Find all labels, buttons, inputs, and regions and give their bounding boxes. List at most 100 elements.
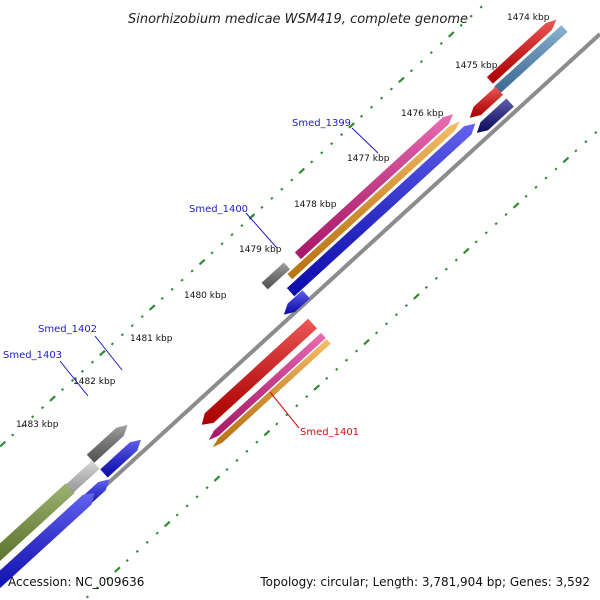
cds-feature-red-right[interactable] xyxy=(469,86,503,118)
gene-feature-navy[interactable] xyxy=(476,98,514,133)
tick-mark xyxy=(429,51,433,55)
tick-mark xyxy=(394,313,398,317)
tick-mark xyxy=(11,433,15,437)
tick-label: 1483 kbp xyxy=(16,420,59,430)
tick-mark xyxy=(409,69,413,73)
tick-mark xyxy=(155,531,159,535)
tick-mark xyxy=(504,212,508,217)
tick-mark xyxy=(0,440,7,448)
tick-track-inner xyxy=(85,131,598,599)
tick-mark xyxy=(359,114,364,118)
cds-smed-1399-blue[interactable] xyxy=(286,123,476,297)
gene-smed-1401-orange[interactable] xyxy=(212,339,331,448)
gene-olive-left[interactable] xyxy=(0,483,75,584)
tick-mark xyxy=(220,242,224,246)
tick-track-outer xyxy=(0,5,483,448)
tick-mark xyxy=(325,376,329,380)
gene-smed-1399-magenta[interactable] xyxy=(294,114,453,260)
tick-mark xyxy=(335,367,339,371)
tick-mark xyxy=(384,322,389,326)
tick-mark xyxy=(313,384,321,391)
tick-mark xyxy=(41,406,45,410)
tick-mark xyxy=(175,513,179,517)
tick-mark xyxy=(419,60,423,64)
tick-mark xyxy=(484,231,488,235)
tick-mark xyxy=(280,187,284,191)
tick-mark xyxy=(379,96,384,100)
tick-mark xyxy=(494,222,498,226)
tick-mark xyxy=(340,132,344,137)
tick-label: 1482 kbp xyxy=(73,377,116,387)
tick-mark xyxy=(270,196,274,200)
map-title: Sinorhizobium medicae WSM419, complete g… xyxy=(128,12,468,27)
tick-label: 1478 kbp xyxy=(294,200,337,210)
tick-mark xyxy=(148,304,156,311)
tick-mark xyxy=(574,149,578,153)
tick-label: 1475 kbp xyxy=(455,61,498,71)
tick-mark xyxy=(404,304,408,308)
tick-mark xyxy=(114,566,121,573)
tick-mark xyxy=(213,475,221,482)
tick-mark xyxy=(210,251,214,255)
cds-blue-left[interactable] xyxy=(0,492,95,599)
tick-label: 1476 kbp xyxy=(401,109,444,119)
tick-mark xyxy=(320,151,324,155)
gene-label-smed-1399[interactable]: Smed_1399 xyxy=(292,118,379,154)
gene-feature-steelblue[interactable] xyxy=(490,25,568,97)
tick-mark xyxy=(145,540,149,544)
tick-mark xyxy=(31,415,35,419)
tick-mark xyxy=(348,122,355,129)
gene-label-smed-1401[interactable]: Smed_1401 xyxy=(269,391,359,438)
gene-smed-1401-magenta[interactable] xyxy=(208,332,326,440)
tick-mark xyxy=(90,360,94,364)
tick-mark xyxy=(255,440,259,444)
tick-mark xyxy=(298,167,306,175)
gene-feature-red-top[interactable] xyxy=(486,19,557,84)
tick-mark xyxy=(305,395,309,399)
tick-mark xyxy=(190,269,194,273)
gene-smed-1400-gray[interactable] xyxy=(261,262,290,290)
tick-mark xyxy=(125,558,129,563)
tick-mark xyxy=(85,595,89,599)
gene-smed-1402-gray[interactable] xyxy=(86,425,128,463)
tick-mark xyxy=(105,577,109,581)
genome-summary-text: Topology: circular; Length: 3,781,904 bp… xyxy=(259,575,590,589)
tick-mark xyxy=(369,105,374,109)
tick-mark xyxy=(295,404,299,408)
tick-mark xyxy=(544,176,548,180)
gene-label-smed-1402[interactable]: Smed_1402 xyxy=(38,324,123,371)
tick-mark xyxy=(135,549,139,553)
gene-label-smed-1400[interactable]: Smed_1400 xyxy=(189,204,278,249)
tick-mark xyxy=(260,205,264,209)
cds-smed-1402-blue[interactable] xyxy=(100,439,141,478)
gene-label-text: Smed_1403 xyxy=(3,350,62,361)
gene-label-smed-1403[interactable]: Smed_1403 xyxy=(3,350,89,397)
tick-mark xyxy=(459,23,463,27)
tick-mark xyxy=(275,422,279,426)
tick-mark xyxy=(439,41,443,46)
tick-mark xyxy=(512,202,520,209)
cds-smed-1401-red[interactable] xyxy=(201,318,317,425)
tick-mark xyxy=(95,586,99,590)
tick-mark xyxy=(120,333,124,337)
tick-mark xyxy=(524,194,528,198)
tick-mark xyxy=(140,315,144,319)
tick-mark xyxy=(160,296,164,300)
tick-label: 1481 kbp xyxy=(130,334,173,344)
tick-mark xyxy=(534,185,538,189)
gene-smed-1403-lightgray[interactable] xyxy=(62,460,100,496)
tick-mark xyxy=(454,258,458,262)
accession-text: Accession: NC_009636 xyxy=(8,575,144,589)
tick-mark xyxy=(230,233,234,237)
tick-mark xyxy=(235,458,239,462)
tick-mark xyxy=(310,160,314,164)
tick-mark xyxy=(413,293,420,300)
tick-mark xyxy=(374,331,379,335)
cds-smed-1400-blue[interactable] xyxy=(283,290,310,315)
tick-label: 1479 kbp xyxy=(239,245,282,255)
gene-smed-1399-orange[interactable] xyxy=(287,121,460,280)
tick-mark xyxy=(245,449,249,453)
tick-mark xyxy=(479,5,483,9)
gene-label-text: Smed_1401 xyxy=(300,427,359,438)
